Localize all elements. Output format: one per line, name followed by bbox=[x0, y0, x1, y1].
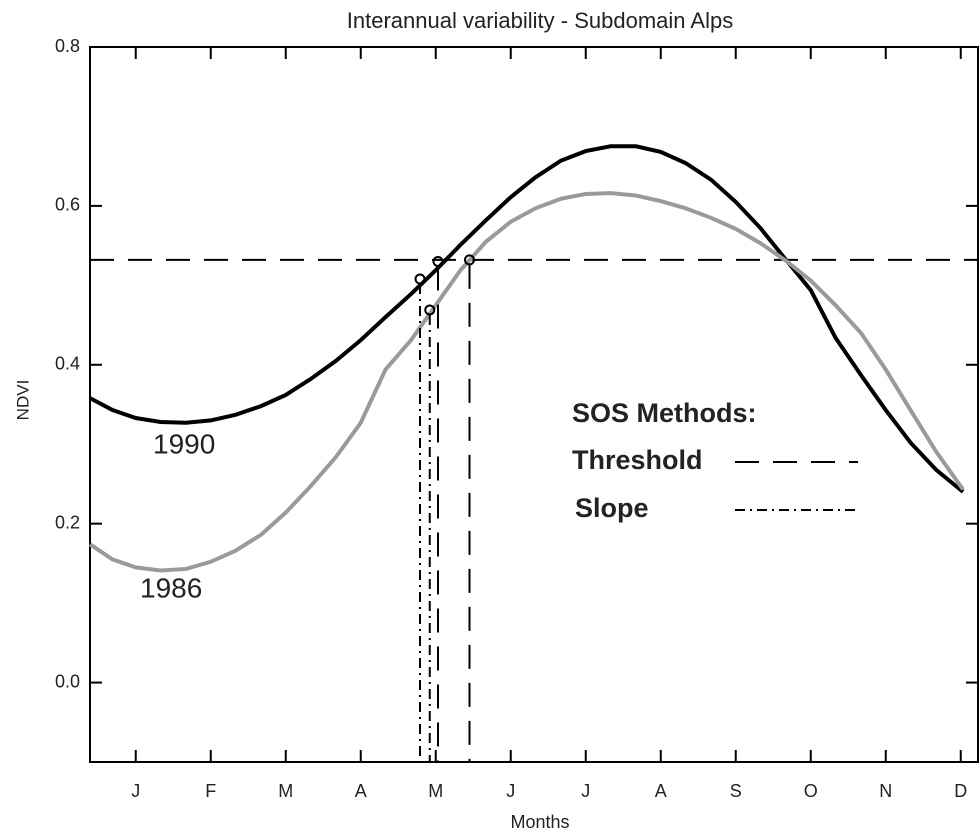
y-tick-label: 0.2 bbox=[55, 512, 80, 532]
y-tick-label: 0.8 bbox=[55, 36, 80, 56]
x-tick-label: D bbox=[954, 781, 967, 801]
x-tick-label: J bbox=[581, 781, 590, 801]
x-tick-label: S bbox=[730, 781, 742, 801]
plot-frame bbox=[89, 46, 979, 763]
y-axis-label: NDVI bbox=[13, 380, 32, 421]
chart-title: Interannual variability - Subdomain Alps bbox=[347, 8, 733, 33]
x-tick-label: A bbox=[355, 781, 367, 801]
series-line bbox=[89, 144, 965, 494]
series-label: 1990 bbox=[153, 428, 215, 459]
x-tick-label: O bbox=[804, 781, 818, 801]
sos-marker bbox=[424, 304, 436, 316]
sos-marker bbox=[414, 273, 426, 285]
x-axis-label: Months bbox=[510, 812, 569, 832]
x-tick-label: M bbox=[428, 781, 443, 801]
series-line bbox=[88, 191, 965, 573]
sos-marker bbox=[464, 254, 475, 266]
legend-label: Threshold bbox=[572, 445, 703, 475]
y-tick-label: 0.6 bbox=[55, 195, 80, 215]
y-tick-label: 0.0 bbox=[55, 671, 80, 691]
x-tick-label: M bbox=[278, 781, 293, 801]
x-tick-label: A bbox=[655, 781, 667, 801]
series-label: 1986 bbox=[140, 572, 202, 603]
legend-label: Slope bbox=[575, 493, 649, 523]
x-tick-label: J bbox=[506, 781, 515, 801]
sos-marker bbox=[432, 256, 444, 267]
x-tick-label: J bbox=[131, 781, 140, 801]
x-tick-label: F bbox=[205, 781, 216, 801]
y-tick-label: 0.4 bbox=[55, 354, 80, 374]
legend-title: SOS Methods: bbox=[572, 398, 757, 428]
x-tick-label: N bbox=[879, 781, 892, 801]
